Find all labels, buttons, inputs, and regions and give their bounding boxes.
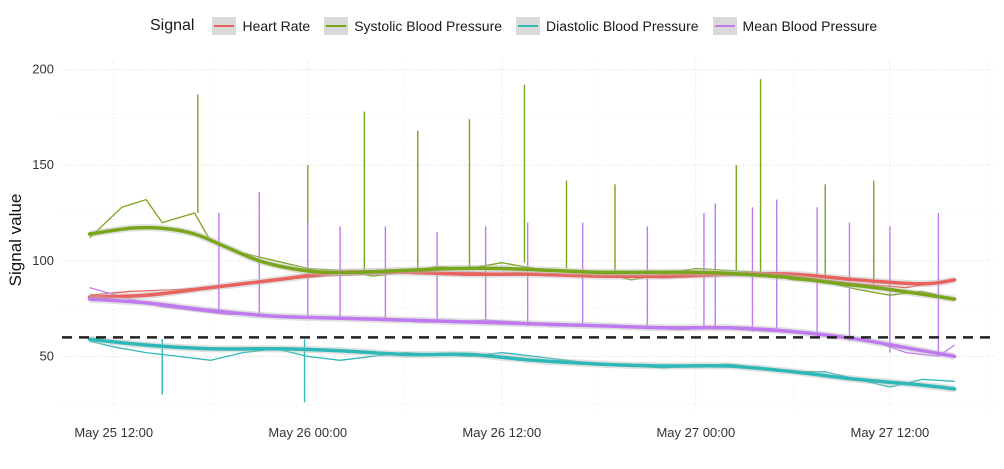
legend-item-systolic: Systolic Blood Pressure xyxy=(324,17,502,35)
legend-key-mean xyxy=(712,17,737,35)
trend-band-diastolic-blood-pressure xyxy=(89,335,956,393)
legend-item-heart-rate: Heart Rate xyxy=(212,17,310,35)
trend-line-systolic-blood-pressure xyxy=(87,225,957,301)
legend-key-heart-rate xyxy=(212,17,237,35)
x-tick-label: May 27 12:00 xyxy=(851,425,930,440)
legend-label-mean: Mean Blood Pressure xyxy=(742,18,878,34)
x-tick-label: May 26 12:00 xyxy=(462,425,541,440)
legend-item-diastolic: Diastolic Blood Pressure xyxy=(516,17,699,35)
y-tick-label: 150 xyxy=(32,157,54,172)
x-tick-label: May 26 00:00 xyxy=(268,425,347,440)
legend: Signal Heart Rate Systolic Blood Pressur… xyxy=(150,12,877,40)
trend-line-mean-blood-pressure xyxy=(87,297,957,359)
trend-line-diastolic-blood-pressure xyxy=(87,337,957,391)
legend-label-systolic: Systolic Blood Pressure xyxy=(354,18,503,34)
y-tick-label: 100 xyxy=(32,253,54,268)
y-axis-title: Signal value xyxy=(6,194,25,287)
x-tick-label: May 27 00:00 xyxy=(656,425,735,440)
trend-line-heart-rate xyxy=(87,269,957,299)
series-lines xyxy=(87,79,957,403)
axis-labels: 50 100 150 200 May 25 12:00 May 26 00:00 May 2… xyxy=(32,62,929,440)
y-tick-label: 200 xyxy=(32,62,54,77)
series-line-diastolic-blood-pressure xyxy=(89,340,955,388)
legend-key-diastolic xyxy=(516,17,541,35)
y-tick-label: 50 xyxy=(40,348,54,363)
legend-title: Signal xyxy=(150,17,195,34)
legend-item-mean: Mean Blood Pressure xyxy=(712,17,878,35)
legend-key-systolic xyxy=(324,17,349,35)
x-tick-label: May 25 12:00 xyxy=(74,425,153,440)
legend-label-heart-rate: Heart Rate xyxy=(242,18,311,34)
legend-label-diastolic: Diastolic Blood Pressure xyxy=(546,18,699,34)
